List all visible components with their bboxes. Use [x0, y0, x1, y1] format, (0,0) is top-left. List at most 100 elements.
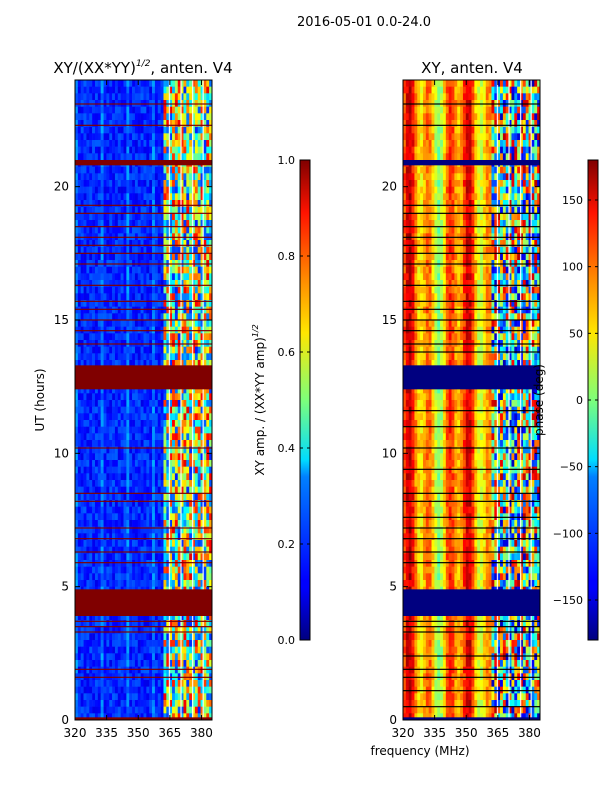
flag-line [75, 631, 212, 633]
flag-line [75, 668, 212, 670]
x-tick-label: 365 [486, 726, 509, 740]
flag-line [75, 626, 212, 628]
right-colorbar: −150 −100 −50 0 50 100 150 phase (deg) [532, 159, 599, 641]
y-tick-label: 5 [389, 580, 397, 594]
masked-band [75, 365, 212, 390]
left-y-axis: 0 5 10 15 20 [54, 180, 212, 727]
colorbar-tick-label: 0.2 [278, 538, 296, 551]
y-tick-label: 0 [389, 713, 397, 727]
right-panel: XY, anten. V4 320 335 350 365 380 0 5 10 15 20 [382, 59, 541, 740]
colorbar-tick-label: 0.6 [278, 346, 296, 359]
left-heatmap-frame [74, 79, 213, 721]
colorbar-tick-label: 0 [576, 394, 583, 407]
flag-line [75, 676, 212, 678]
flag-line [403, 308, 540, 310]
flag-line [75, 284, 212, 286]
flag-line [75, 226, 212, 228]
right-heatmap-frame [402, 79, 541, 721]
flag-line [75, 343, 212, 345]
y-tick-label: 20 [382, 180, 397, 194]
colorbar-tick-label: 0.4 [278, 442, 296, 455]
flag-line [403, 103, 540, 105]
right-x-axis: 320 335 350 365 380 [392, 80, 541, 740]
colorbar-tick-label: 150 [562, 194, 583, 207]
flag-line [403, 204, 540, 206]
flag-line [403, 538, 540, 540]
left-ylabel: UT (hours) [33, 368, 47, 431]
colorbar-tick-label: 50 [569, 327, 583, 340]
masked-band [403, 365, 540, 390]
left-colorbar-ticks: 0.0 0.2 0.4 0.6 0.8 1.0 [278, 154, 310, 647]
flag-line [403, 631, 540, 633]
masked-band [403, 160, 540, 166]
right-heatmap [403, 80, 541, 721]
x-tick-label: 365 [158, 726, 181, 740]
flag-line [403, 124, 540, 126]
colorbar-tick-label: 100 [562, 261, 583, 274]
x-tick-label: 380 [190, 726, 213, 740]
flag-line [403, 244, 540, 246]
colorbar-tick-label: −150 [553, 594, 583, 607]
x-tick-label: 350 [127, 726, 150, 740]
flag-line [403, 226, 540, 228]
flag-line [403, 212, 540, 214]
flag-line [403, 676, 540, 678]
flag-line [403, 263, 540, 265]
flag-line [403, 343, 540, 345]
figure-suptitle: 2016-05-01 0.0-24.0 [297, 15, 431, 30]
colorbar-tick-label: 0.0 [278, 634, 296, 647]
right-colorbar-ticks: −150 −100 −50 0 50 100 150 [553, 194, 598, 607]
flag-line [75, 300, 212, 302]
left-x-axis: 320 335 350 365 380 [64, 80, 213, 740]
flag-line [75, 492, 212, 494]
flag-line [403, 668, 540, 670]
flag-line [403, 562, 540, 564]
x-tick-label: 335 [423, 726, 446, 740]
flag-line [403, 351, 540, 353]
left-panel: XY/(XX*YY)1/2, anten. V4 320 335 350 365 380… [33, 59, 233, 740]
colorbar-tick-label: −50 [560, 461, 583, 474]
flag-line [75, 562, 212, 564]
colorbar-tick-label: 0.8 [278, 250, 296, 263]
flag-line [75, 103, 212, 105]
flag-line [75, 500, 212, 502]
flag-line [75, 447, 212, 449]
flag-line [75, 538, 212, 540]
flag-line [403, 300, 540, 302]
flag-line [75, 236, 212, 238]
shared-xlabel: frequency (MHz) [370, 744, 469, 758]
flag-line [403, 252, 540, 254]
flag-line [403, 330, 540, 332]
flag-line [403, 620, 540, 622]
flag-line [75, 308, 212, 310]
masked-band [403, 589, 540, 616]
masked-band [75, 589, 212, 616]
flag-line [403, 468, 540, 470]
flag-line [75, 551, 212, 553]
right-panel-title: XY, anten. V4 [421, 59, 523, 77]
masked-band [75, 717, 212, 720]
flag-line [75, 620, 212, 622]
x-tick-label: 380 [518, 726, 541, 740]
y-tick-label: 20 [54, 180, 69, 194]
flag-line [75, 319, 212, 321]
flag-line [75, 212, 212, 214]
x-tick-label: 320 [392, 726, 415, 740]
flag-line [403, 551, 540, 553]
flag-line [75, 124, 212, 126]
flag-line [75, 527, 212, 529]
left-colorbar-label: XY amp. / (XX*YY amp)1/2 [251, 324, 267, 475]
y-tick-label: 10 [382, 446, 397, 460]
flag-line [403, 500, 540, 502]
flag-line [75, 252, 212, 254]
y-tick-label: 15 [382, 313, 397, 327]
flag-line [75, 244, 212, 246]
flag-line [403, 447, 540, 449]
colorbar-tick-label: 1.0 [278, 154, 296, 167]
flag-line [403, 236, 540, 238]
x-tick-label: 350 [455, 726, 478, 740]
flag-line [75, 204, 212, 206]
flag-line [403, 426, 540, 428]
flag-line [75, 330, 212, 332]
